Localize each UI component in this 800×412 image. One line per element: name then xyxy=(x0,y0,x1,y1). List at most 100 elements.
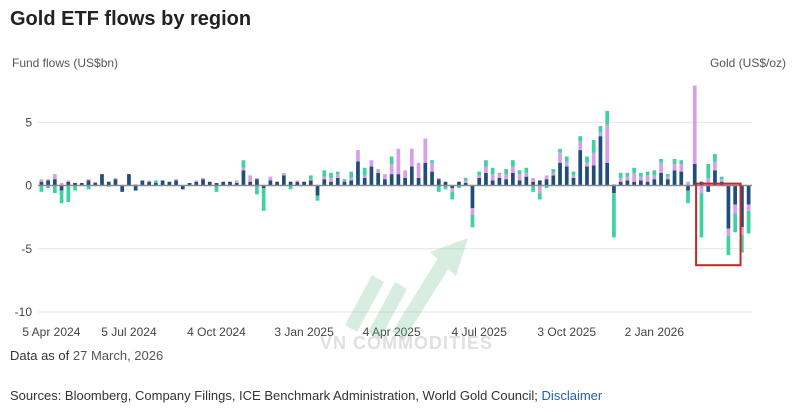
bar-north-america xyxy=(133,185,138,191)
bar-europe xyxy=(645,175,650,182)
bar-asia xyxy=(342,179,347,182)
bar-asia xyxy=(470,214,475,228)
bar-asia xyxy=(436,185,441,192)
bar-north-america xyxy=(174,180,178,186)
bar-europe xyxy=(430,162,434,172)
bar-asia xyxy=(645,171,650,176)
bar-europe xyxy=(591,152,596,166)
sources-line: Sources: Bloomberg, Company Filings, ICE… xyxy=(10,388,602,403)
bar-europe xyxy=(194,180,199,182)
bar-europe xyxy=(564,161,569,167)
bar-north-america xyxy=(558,162,562,186)
bar-europe xyxy=(652,175,657,180)
bar-north-america xyxy=(450,185,455,189)
bar-europe xyxy=(59,182,64,186)
bar-north-america xyxy=(544,179,549,186)
bar-north-america xyxy=(356,161,360,186)
bar-asia xyxy=(733,213,738,233)
bar-north-america xyxy=(100,174,104,186)
y-axis-left-label: Fund flows (US$bn) xyxy=(12,56,119,70)
bar-europe xyxy=(369,160,374,167)
bar-asia xyxy=(652,170,657,176)
bar-europe xyxy=(470,208,475,215)
y-tick-label: -10 xyxy=(15,305,33,319)
bar-europe xyxy=(740,227,744,235)
overlays xyxy=(38,182,752,340)
bar-north-america xyxy=(463,182,468,186)
bar-europe xyxy=(93,181,98,183)
bar-europe xyxy=(537,185,542,194)
bar-europe xyxy=(66,180,71,182)
bar-europe xyxy=(672,164,677,171)
bar-north-america xyxy=(396,174,401,186)
bar-asia xyxy=(706,164,711,178)
x-tick-label: 4 Apr 2025 xyxy=(363,325,421,339)
bar-europe xyxy=(423,138,428,163)
bar-north-america xyxy=(275,181,279,186)
bar-asia xyxy=(571,171,576,176)
sources-text: Sources: Bloomberg, Company Filings, ICE… xyxy=(10,388,538,403)
bar-north-america xyxy=(147,181,151,186)
bar-europe xyxy=(52,174,57,180)
bar-north-america xyxy=(409,166,414,186)
bar-north-america xyxy=(79,182,84,186)
bar-north-america xyxy=(470,185,475,209)
bar-asia xyxy=(585,156,589,163)
bar-asia xyxy=(605,110,610,125)
bar-north-america xyxy=(282,175,286,186)
bar-north-america xyxy=(733,185,738,205)
bar-europe xyxy=(113,177,118,180)
watermark-stripe xyxy=(392,255,452,340)
bar-north-america xyxy=(746,185,751,205)
bar-north-america xyxy=(618,181,623,186)
bar-europe xyxy=(389,164,394,175)
bar-asia xyxy=(450,191,455,200)
bar-north-america xyxy=(335,177,340,186)
bar-north-america xyxy=(571,177,576,186)
bar-north-america xyxy=(625,180,630,186)
bar-north-america xyxy=(477,177,482,186)
bar-north-america xyxy=(490,180,495,186)
bar-asia xyxy=(329,172,333,178)
x-tick-label: 5 Jul 2024 xyxy=(101,325,157,339)
bar-asia xyxy=(591,139,596,153)
bar-north-america xyxy=(652,179,657,186)
bar-north-america xyxy=(632,181,636,186)
bar-asia xyxy=(713,153,717,162)
bar-north-america xyxy=(214,182,219,186)
bar-asia xyxy=(46,185,50,189)
bar-europe xyxy=(362,175,367,178)
bar-north-america xyxy=(261,185,266,189)
y-tick-label: -5 xyxy=(21,242,32,256)
bar-europe xyxy=(329,177,333,182)
bar-asia xyxy=(52,185,57,194)
bar-north-america xyxy=(524,176,529,186)
bar-europe xyxy=(255,177,259,180)
bar-europe xyxy=(679,164,684,172)
bar-north-america xyxy=(322,179,327,186)
x-tick-label: 3 Jan 2025 xyxy=(274,325,334,339)
disclaimer-link[interactable]: Disclaimer xyxy=(541,388,603,403)
bar-north-america xyxy=(308,180,313,186)
x-tick-label: 4 Oct 2024 xyxy=(187,325,246,339)
axis-labels: 5 0 -5 -10 5 Apr 2024 5 Jul 2024 4 Oct 2024 3 J… xyxy=(15,115,685,339)
bar-north-america xyxy=(241,170,246,186)
bar-north-america xyxy=(302,181,306,186)
bar-europe xyxy=(349,177,354,181)
bar-europe xyxy=(463,180,468,183)
x-tick-label: 5 Apr 2024 xyxy=(22,325,80,339)
bar-europe xyxy=(558,152,562,163)
bar-asia xyxy=(746,210,751,234)
bar-asia xyxy=(315,195,320,201)
bar-north-america xyxy=(517,180,522,186)
bar-asia xyxy=(537,193,542,200)
as-of-prefix: Data as of xyxy=(10,348,70,363)
bar-asia xyxy=(504,169,508,175)
bar-asia xyxy=(659,158,663,163)
bar-europe xyxy=(686,181,690,186)
watermark-arrowhead xyxy=(430,238,468,276)
bar-north-america xyxy=(113,179,118,186)
bar-asia xyxy=(719,176,724,180)
bar-europe xyxy=(625,176,630,181)
watermark-stripe xyxy=(368,282,407,339)
